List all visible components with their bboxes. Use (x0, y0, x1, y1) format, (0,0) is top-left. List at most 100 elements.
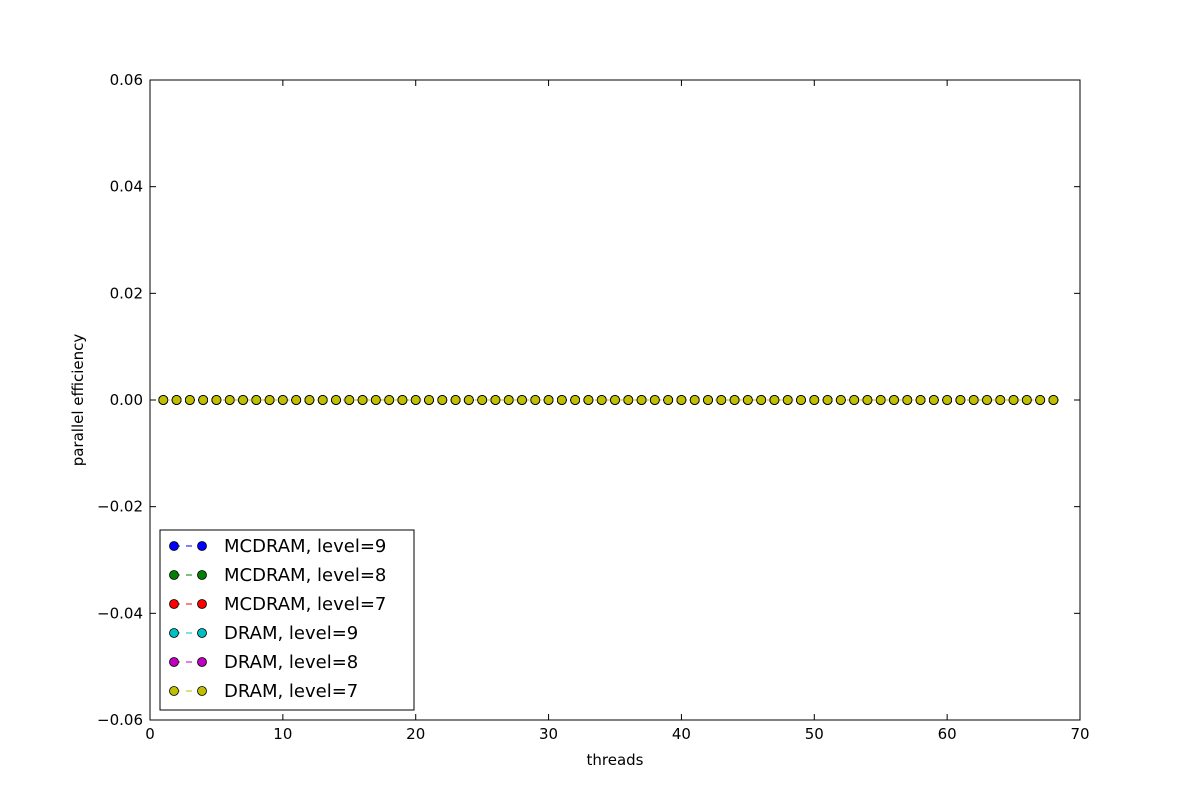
data-point (862, 395, 873, 405)
legend-label: DRAM, level=8 (224, 652, 358, 673)
x-tick-label: 20 (406, 725, 425, 743)
y-tick-label: −0.06 (97, 711, 143, 729)
legend-label: MCDRAM, level=9 (224, 536, 386, 557)
data-point (1021, 395, 1032, 405)
legend-marker (197, 686, 207, 696)
x-axis-label: threads (587, 751, 644, 769)
legend-entry: MCDRAM, level=8 (169, 565, 386, 586)
y-tick-label: 0.00 (110, 391, 143, 409)
data-point (729, 395, 740, 405)
data-point (835, 395, 846, 405)
y-tick-label: 0.02 (110, 284, 143, 302)
data-point (742, 395, 753, 405)
data-point (915, 395, 926, 405)
data-point (756, 395, 767, 405)
legend-marker (169, 657, 179, 667)
data-point (583, 395, 594, 405)
data-point (995, 395, 1006, 405)
data-point (490, 395, 501, 405)
data-point (716, 395, 727, 405)
data-point (291, 395, 302, 405)
data-point (902, 395, 913, 405)
data-point (437, 395, 448, 405)
legend-marker (197, 541, 207, 551)
data-point (317, 395, 328, 405)
data-point (809, 395, 820, 405)
y-tick-label: −0.02 (97, 498, 143, 516)
legend: MCDRAM, level=9 MCDRAM, level=8 MCDRAM, le… (159, 529, 415, 711)
data-point (224, 395, 235, 405)
plot-frame (149, 79, 1081, 721)
legend-marker (169, 570, 179, 580)
data-point (1008, 395, 1019, 405)
data-point (171, 395, 182, 405)
data-point (955, 395, 966, 405)
data-point (556, 395, 567, 405)
legend-marker (169, 599, 179, 609)
data-point (264, 395, 275, 405)
data-point (357, 395, 368, 405)
data-point (1035, 395, 1046, 405)
data-point (849, 395, 860, 405)
data-point (384, 395, 395, 405)
data-point (344, 395, 355, 405)
data-point (968, 395, 979, 405)
data-point (982, 395, 992, 405)
data-point (517, 395, 527, 405)
data-point (796, 395, 806, 405)
legend-marker (169, 686, 179, 696)
data-point (596, 395, 607, 405)
legend-label: DRAM, level=7 (224, 681, 358, 702)
legend-entry: MCDRAM, level=7 (169, 594, 386, 615)
data-point (397, 395, 408, 405)
data-point (277, 395, 288, 405)
legend-entry: DRAM, level=9 (169, 623, 358, 644)
data-point (184, 395, 195, 405)
x-tick-label: 70 (1070, 725, 1089, 743)
data-point (636, 395, 647, 405)
data-point (251, 395, 262, 405)
data-point (1048, 395, 1059, 405)
x-tick-label: 30 (539, 725, 558, 743)
data-point (689, 395, 700, 405)
data-point (450, 395, 461, 405)
x-tick-label: 10 (273, 725, 292, 743)
legend-box (159, 529, 415, 711)
legend-marker (197, 599, 207, 609)
series-5 (158, 395, 1059, 405)
data-point (663, 395, 674, 405)
data-point (703, 395, 713, 405)
legend-label: MCDRAM, level=7 (224, 594, 386, 615)
data-point (782, 395, 793, 405)
x-tick-label: 50 (805, 725, 824, 743)
data-point (477, 395, 488, 405)
legend-entry: DRAM, level=7 (169, 681, 358, 702)
data-point (623, 395, 634, 405)
data-point (570, 395, 581, 405)
series-layer (158, 395, 1059, 405)
data-point (304, 395, 315, 405)
data-point (410, 395, 421, 405)
y-tick-label: 0.06 (110, 71, 143, 89)
y-tick-label: 0.04 (110, 178, 143, 196)
x-tick-label: 40 (672, 725, 691, 743)
y-tick-label: −0.04 (97, 604, 143, 622)
ticks-layer: 0 10 20 30 40 50 60 70 0.06 0.04 0.02 0.00 −0.02 −0.0… (97, 71, 1090, 743)
data-point (424, 395, 434, 405)
legend-entry: DRAM, level=8 (169, 652, 358, 673)
data-point (543, 395, 554, 405)
legend-entries: MCDRAM, level=9 MCDRAM, level=8 MCDRAM, le… (169, 536, 386, 702)
data-point (889, 395, 899, 405)
y-axis-label: parallel efficiency (69, 334, 87, 467)
data-point (649, 395, 660, 405)
x-tick-label: 60 (938, 725, 957, 743)
legend-marker (169, 541, 179, 551)
legend-label: MCDRAM, level=8 (224, 565, 386, 586)
data-point (211, 395, 222, 405)
legend-marker (197, 657, 207, 667)
data-point (769, 395, 780, 405)
data-point (875, 395, 886, 405)
data-point (463, 395, 474, 405)
data-point (158, 395, 169, 405)
